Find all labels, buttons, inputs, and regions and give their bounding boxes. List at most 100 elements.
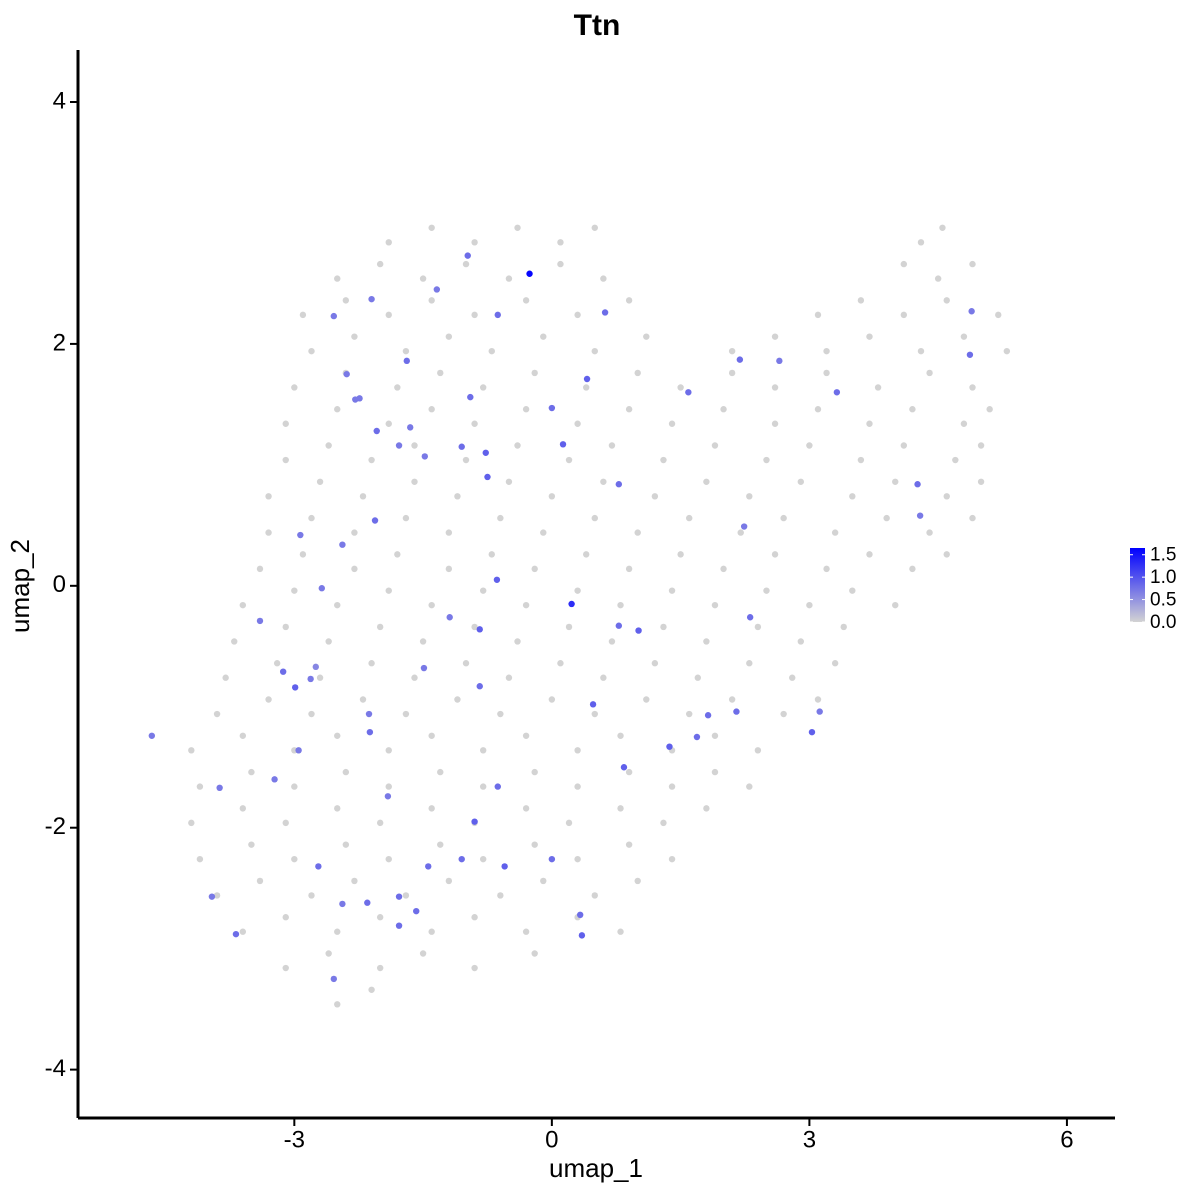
point xyxy=(411,442,418,449)
point xyxy=(458,855,465,863)
point xyxy=(342,297,350,304)
point xyxy=(771,333,779,340)
point xyxy=(720,565,727,573)
point xyxy=(330,312,338,320)
point xyxy=(471,914,478,921)
point xyxy=(892,478,899,485)
point xyxy=(239,928,247,935)
point xyxy=(677,384,684,391)
point xyxy=(385,783,392,790)
point xyxy=(514,224,521,231)
point xyxy=(232,930,240,938)
point xyxy=(668,783,676,790)
color-bar-label: 1.0 xyxy=(1150,567,1176,588)
point xyxy=(282,420,289,427)
point xyxy=(582,384,590,391)
point xyxy=(384,793,392,800)
x-tick-label: 6 xyxy=(1060,1126,1073,1153)
point xyxy=(531,841,538,848)
point xyxy=(316,674,324,681)
y-tick-label: -4 xyxy=(45,1055,66,1082)
point xyxy=(943,493,950,500)
point xyxy=(291,384,298,391)
point xyxy=(501,863,508,870)
point xyxy=(368,456,375,464)
point xyxy=(548,404,556,412)
point xyxy=(239,805,247,812)
point xyxy=(574,747,581,754)
point xyxy=(482,449,489,456)
point xyxy=(308,710,315,718)
point xyxy=(831,529,839,536)
point xyxy=(737,529,744,536)
point xyxy=(686,514,693,522)
point xyxy=(216,784,223,792)
point xyxy=(325,638,332,645)
point xyxy=(943,297,950,304)
point xyxy=(849,587,856,594)
point xyxy=(295,747,302,754)
point xyxy=(484,473,491,481)
point xyxy=(428,805,435,812)
point xyxy=(557,260,564,268)
point xyxy=(625,297,633,304)
point xyxy=(256,617,264,625)
point xyxy=(493,576,501,583)
point xyxy=(239,601,247,609)
point xyxy=(334,1001,341,1008)
point xyxy=(685,389,692,396)
point xyxy=(402,892,410,899)
point xyxy=(625,768,633,776)
point xyxy=(291,855,298,863)
point xyxy=(548,493,556,500)
point xyxy=(977,442,985,449)
point xyxy=(866,420,873,427)
point xyxy=(282,914,289,921)
point xyxy=(909,406,916,413)
point xyxy=(711,732,719,739)
point xyxy=(488,347,495,355)
point xyxy=(196,783,204,790)
point xyxy=(471,623,478,631)
point xyxy=(746,614,754,621)
point xyxy=(643,696,650,703)
point xyxy=(677,551,684,558)
point xyxy=(339,541,346,548)
point xyxy=(522,601,530,609)
point xyxy=(505,275,513,282)
point xyxy=(351,877,358,885)
point xyxy=(814,406,822,413)
point xyxy=(565,819,573,827)
point xyxy=(969,514,976,522)
point xyxy=(591,710,598,718)
point xyxy=(282,456,289,464)
point xyxy=(394,384,401,391)
point xyxy=(343,370,350,378)
point xyxy=(351,529,358,536)
point xyxy=(458,443,465,450)
point xyxy=(376,260,384,268)
point xyxy=(428,297,435,304)
point xyxy=(900,442,908,449)
point xyxy=(419,638,427,645)
point xyxy=(148,732,156,739)
point xyxy=(883,514,890,522)
point xyxy=(703,805,710,812)
point xyxy=(256,565,264,573)
point xyxy=(574,855,581,863)
point xyxy=(334,732,341,739)
point xyxy=(339,900,346,908)
point xyxy=(966,351,974,358)
point xyxy=(356,395,363,402)
point xyxy=(814,696,822,703)
point xyxy=(291,783,298,790)
point xyxy=(733,708,740,715)
point xyxy=(660,819,667,827)
point xyxy=(939,224,946,231)
point xyxy=(273,660,281,667)
point xyxy=(325,950,332,957)
point xyxy=(351,333,358,340)
point xyxy=(823,347,830,355)
point xyxy=(395,442,403,449)
point xyxy=(334,601,341,609)
